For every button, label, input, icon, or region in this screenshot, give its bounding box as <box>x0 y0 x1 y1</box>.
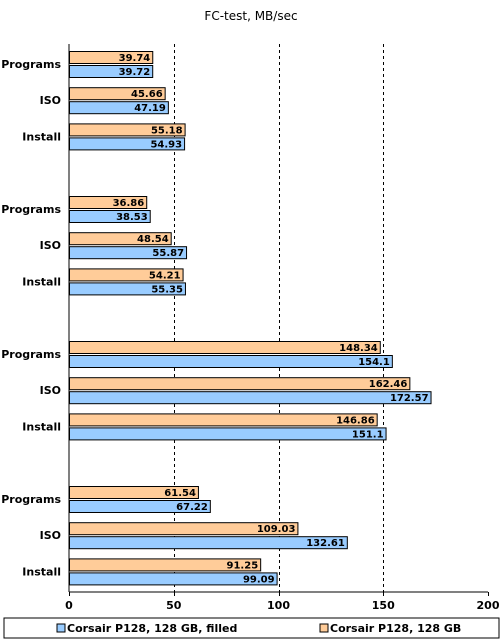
bar-value-label: 55.18 <box>151 125 183 136</box>
bar-value-label: 54.93 <box>150 139 182 150</box>
category-labels: Programs ISO Install Programs ISO Install Prog… <box>1 58 61 578</box>
x-tick-label: 100 <box>267 599 290 612</box>
bar-value-label: 109.03 <box>257 524 296 535</box>
bar <box>69 427 387 441</box>
bar-value-label: 54.21 <box>149 270 181 281</box>
bar-value-label: 48.54 <box>137 234 169 245</box>
bar-value-label: 154.1 <box>358 357 390 368</box>
chart-title: FC-test, MB/sec <box>204 9 297 23</box>
category-label: Programs <box>1 58 61 71</box>
bar-value-label: 91.25 <box>227 560 259 571</box>
bar-value-label: 162.46 <box>369 379 408 390</box>
category-label: Programs <box>1 493 61 506</box>
category-label: ISO <box>40 384 61 397</box>
category-label: Install <box>22 420 61 433</box>
bar-value-label: 38.53 <box>116 212 148 223</box>
bar-value-label: 55.35 <box>151 284 183 295</box>
x-tick-label: 200 <box>477 599 500 612</box>
legend-label-filled: Corsair P128, 128 GB, filled <box>67 622 237 635</box>
legend-box <box>3 617 500 639</box>
category-label: Install <box>22 130 61 143</box>
category-label: ISO <box>40 529 61 542</box>
bar-value-label: 45.66 <box>131 89 163 100</box>
bar-value-label: 39.74 <box>119 53 151 64</box>
bar-value-label: 99.09 <box>243 574 275 585</box>
x-tick-label: 150 <box>372 599 395 612</box>
x-tick-label: 0 <box>65 599 73 612</box>
category-label: Programs <box>1 348 61 361</box>
bar-value-label: 148.34 <box>339 343 378 354</box>
bar-value-label: 36.86 <box>113 198 145 209</box>
category-label: Install <box>22 565 61 578</box>
category-label: ISO <box>40 94 61 107</box>
x-tick-label: 50 <box>166 599 182 612</box>
bar <box>69 355 393 368</box>
legend-swatch-filled <box>56 623 66 633</box>
bar-value-label: 146.86 <box>336 415 375 426</box>
category-label: ISO <box>40 239 61 252</box>
category-label: Install <box>22 275 61 288</box>
bar-value-label: 47.19 <box>134 103 166 114</box>
bar <box>69 413 378 427</box>
x-axis-ticks: 0 50 100 150 200 <box>65 592 500 612</box>
bar <box>69 377 411 391</box>
bar-value-label: 61.54 <box>164 488 196 499</box>
category-label: Programs <box>1 203 61 216</box>
bar <box>69 341 381 354</box>
bar-value-label: 67.22 <box>176 502 208 513</box>
legend-label-default: Corsair P128, 128 GB <box>330 622 461 635</box>
bar-value-label: 55.87 <box>152 248 184 259</box>
bar-value-label: 151.1 <box>352 429 384 440</box>
bars: 39.74 39.72 45.66 47.19 55.18 54.93 36.86 38.53… <box>69 51 432 586</box>
bar-value-label: 132.61 <box>306 538 345 549</box>
bar <box>69 391 432 405</box>
legend: Corsair P128, 128 GB, filled Corsair P12… <box>3 617 500 639</box>
bar-value-label: 172.57 <box>390 393 429 404</box>
legend-swatch-default <box>319 623 329 633</box>
bar-value-label: 39.72 <box>119 67 151 78</box>
